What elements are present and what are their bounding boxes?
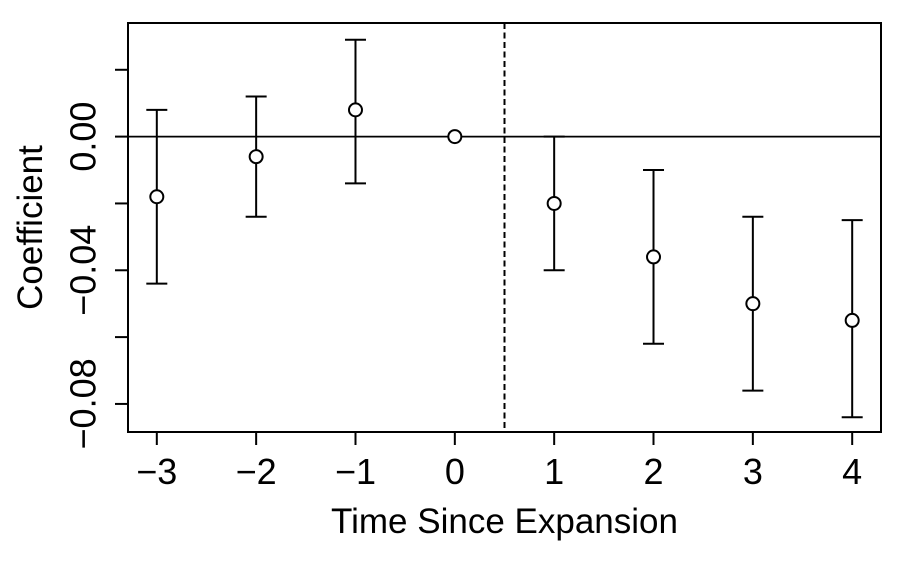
data-point [447, 129, 463, 145]
x-tick-label: −1 [335, 451, 376, 492]
data-point [347, 102, 363, 118]
y-axis-title: Coefficient [11, 145, 50, 310]
data-point [844, 312, 860, 328]
x-tick-label: −3 [136, 451, 177, 492]
x-tick-label: 2 [643, 451, 663, 492]
x-tick-label: 3 [743, 451, 763, 492]
data-series [146, 38, 863, 419]
y-tick-label: −0.08 [63, 358, 104, 449]
x-axis-title: Time Since Expansion [331, 502, 678, 541]
data-point [646, 249, 662, 265]
data-point [149, 189, 165, 205]
y-tick-label: 0.00 [63, 102, 104, 172]
x-tick-label: 1 [544, 451, 564, 492]
data-point [248, 149, 264, 165]
data-point [745, 296, 761, 312]
axes: −3 −2 −1 0 1 2 3 4 0.00 −0.04 −0.08 [63, 68, 862, 492]
x-tick-label: 4 [842, 451, 862, 492]
x-tick-label: −2 [236, 451, 277, 492]
data-point [546, 195, 562, 211]
reference-lines [128, 23, 881, 432]
x-tick-label: 0 [445, 451, 465, 492]
y-tick-label: −0.04 [63, 225, 104, 316]
